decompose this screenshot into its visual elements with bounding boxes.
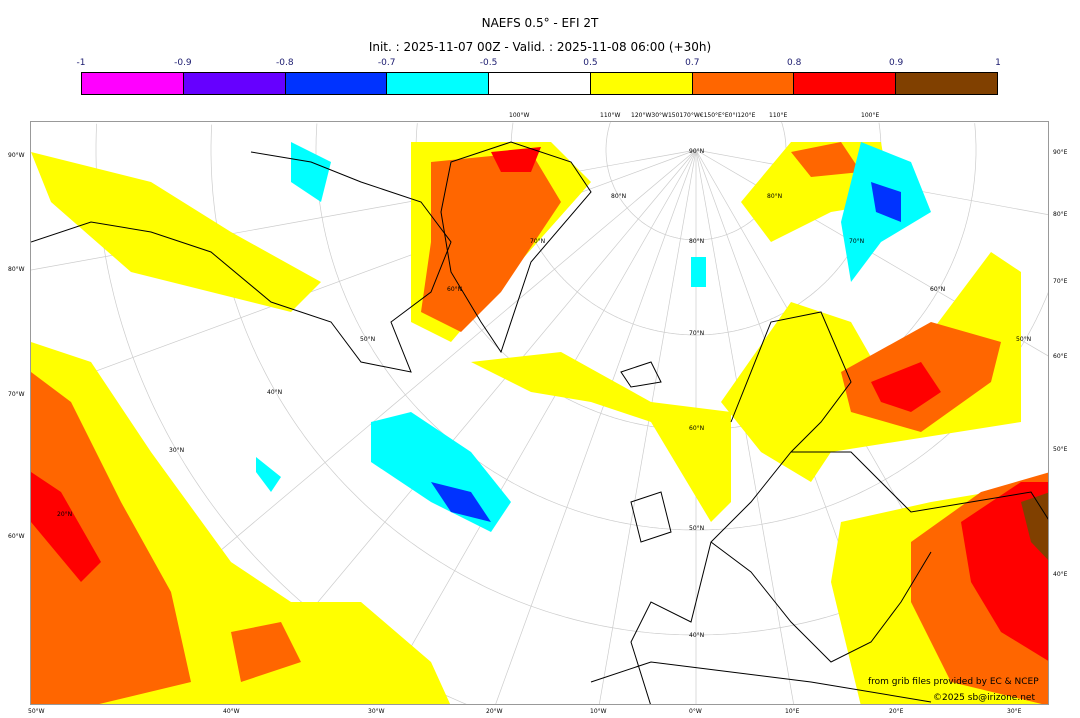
axis-label: 70°W <box>8 391 25 398</box>
axis-label: 70°N <box>530 238 546 245</box>
axis-label: 90°N <box>689 148 705 155</box>
axis-label: 110°E <box>769 112 788 119</box>
colorbar-tick-label: 0.7 <box>685 58 700 68</box>
copyright: ©2025 sb@irizone.net <box>933 693 1035 703</box>
axis-label: 20°W <box>486 708 503 715</box>
chart-subtitle: Init. : 2025-11-07 00Z - Valid. : 2025-1… <box>368 40 712 54</box>
colorbar-segment <box>794 73 897 94</box>
axis-label: 30°W <box>368 708 385 715</box>
axis-label: 10°E <box>785 708 800 715</box>
axis-label: 30°N <box>169 447 185 454</box>
axis-label: 50°E <box>1053 446 1068 453</box>
axis-label: 70°N <box>689 330 705 337</box>
colorbar-tick-label: 0.5 <box>583 58 598 68</box>
axis-label: 60°N <box>930 286 946 293</box>
axis-label: 60°E <box>1053 353 1068 360</box>
map-canvas <box>31 122 1048 704</box>
map-panel: 90°N 80°N 80°N 80°N 70°N 70°N 70°N 60°N 60°N 60°N… <box>30 121 1049 705</box>
axis-label: 40°W <box>223 708 240 715</box>
colorbar-segment <box>285 73 388 94</box>
axis-label: 70°N <box>849 238 865 245</box>
colorbar-segment <box>183 73 286 94</box>
axis-label: 30°E <box>1007 708 1022 715</box>
chart-title: NAEFS 0.5° - EFI 2T <box>481 16 599 30</box>
source-credit: from grib files provided by EC & NCEP <box>868 677 1039 687</box>
coastlines <box>31 141 1048 704</box>
axis-label: 50°W <box>28 708 45 715</box>
colorbar-segment <box>896 73 998 94</box>
axis-label: 40°N <box>689 632 705 639</box>
axis-label: 40°N <box>267 389 283 396</box>
colorbar-tick-label: -0.9 <box>174 58 192 68</box>
axis-label: 100°E <box>861 112 880 119</box>
colorbar-tick-label: -0.7 <box>377 58 396 68</box>
colorbar-segment <box>590 73 693 94</box>
axis-label: 80°E <box>1053 211 1068 218</box>
axis-label: 90°E <box>1053 149 1068 156</box>
axis-label: 20°E <box>889 708 904 715</box>
axis-label: 50°N <box>689 525 705 532</box>
axis-label: 50°N <box>360 336 376 343</box>
axis-label: 120°W30°W150170°W€150°E°E0°I120°E <box>631 112 756 119</box>
axis-label: 60°N <box>447 286 463 293</box>
efi-fields <box>31 142 1048 704</box>
parallel-line <box>315 123 1048 531</box>
colorbar-tick-label: 0.8 <box>787 58 802 68</box>
axis-label: 10°W <box>590 708 607 715</box>
colorbar-tick-label: 0.9 <box>888 58 904 68</box>
axis-label: 20°N <box>57 511 73 518</box>
colorbar-segment <box>387 73 490 94</box>
axis-label: 80°N <box>611 193 627 200</box>
axis-label: 50°N <box>1016 336 1032 343</box>
axis-label: 100°W <box>509 112 530 119</box>
axis-label: 110°W <box>600 112 621 119</box>
parallel-line <box>781 122 787 150</box>
axis-label: 60°N <box>689 425 705 432</box>
axis-label: 80°W <box>8 266 25 273</box>
axis-label: 80°N <box>767 193 783 200</box>
parallel-line <box>974 123 977 150</box>
colorbar-tick-label: -1 <box>76 58 86 68</box>
colorbar <box>81 72 998 95</box>
colorbar-tick-label: -0.8 <box>275 58 294 68</box>
axis-label: 40°E <box>1053 571 1068 578</box>
colorbar-tick-label: 1 <box>995 58 1001 68</box>
axis-label: 0°W <box>689 708 702 715</box>
colorbar-tick-label: -0.5 <box>479 58 498 68</box>
axis-label: 60°W <box>8 533 25 540</box>
colorbar-segment <box>692 73 795 94</box>
axis-label: 70°E <box>1053 278 1068 285</box>
colorbar-segment <box>489 73 591 94</box>
axis-label: 80°N <box>689 238 705 245</box>
colorbar-segment <box>82 73 184 94</box>
axis-label: 90°W <box>8 152 25 159</box>
